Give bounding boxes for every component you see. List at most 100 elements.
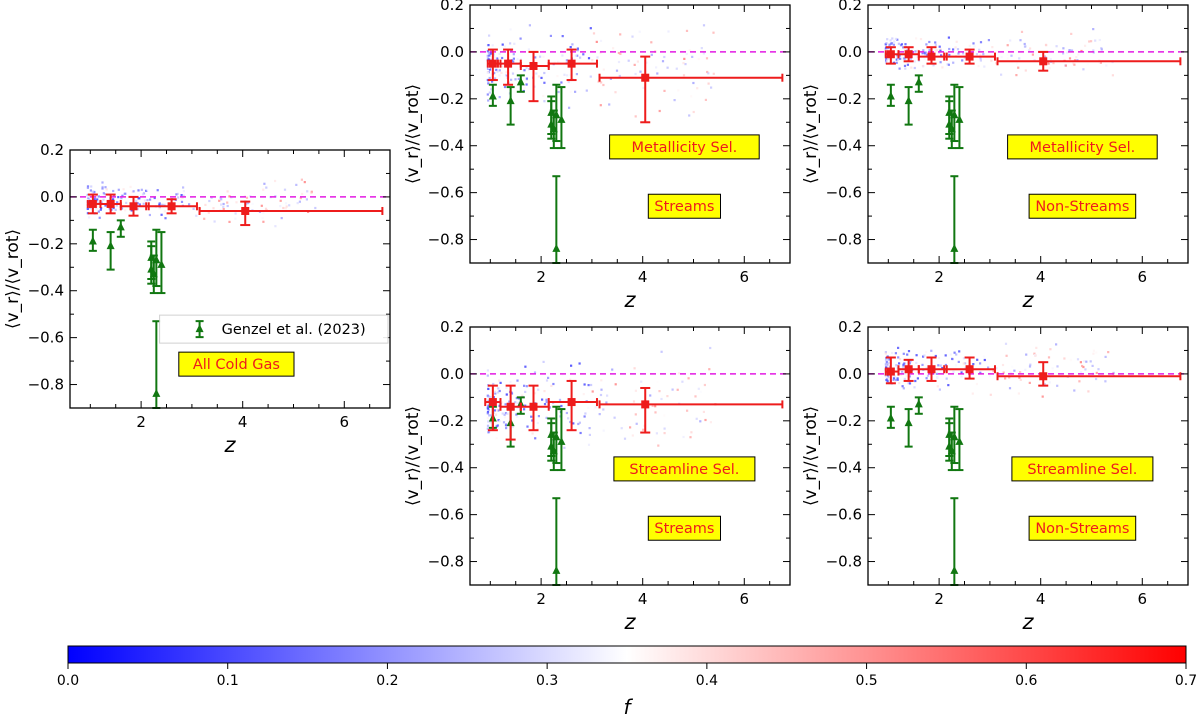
scatter-point (191, 191, 194, 194)
scatter-point (526, 425, 529, 428)
scatter-point (1025, 353, 1028, 356)
scatter-point (188, 203, 191, 206)
scatter-point (906, 63, 909, 66)
panel-metallicity-streams: 2 4 6 −0.8 −0.6 −0.4 −0.2 0.0 0.2 z ⟨v_r⟩/⟨v_rot⟩ M… (403, 0, 791, 312)
scatter-point (908, 382, 912, 385)
binned-point (519, 384, 550, 432)
scatter-point (579, 431, 582, 435)
scatter-point (617, 51, 620, 55)
scatter-point (645, 61, 648, 64)
scatter-point (510, 78, 513, 81)
scatter-point (519, 58, 523, 61)
scatter-point (93, 198, 96, 201)
scatter-point (579, 56, 582, 59)
scatter-point (525, 385, 528, 388)
scatter-point (903, 48, 906, 51)
binned-point (943, 356, 996, 380)
scatter-point (137, 189, 140, 192)
scatter-point (545, 416, 548, 419)
y-axis-label: ⟨v_r⟩/⟨v_rot⟩ (801, 406, 821, 506)
scatter-point (937, 364, 940, 367)
binned-marker (129, 202, 138, 211)
scatter-point (487, 395, 490, 398)
scatter-point (295, 183, 298, 186)
scatter-point (991, 46, 994, 49)
scatter-point (656, 72, 659, 75)
scatter-point (891, 37, 894, 40)
binned-marker (106, 199, 115, 208)
scatter-point (962, 52, 965, 55)
scatter-point (915, 354, 918, 357)
scatter-point (503, 413, 506, 416)
scatter-point (1005, 354, 1008, 357)
binned-marker (886, 367, 895, 376)
scatter-point (1100, 47, 1103, 50)
observation-marker (88, 236, 97, 245)
scatter-point (487, 44, 490, 47)
scatter-point (489, 421, 492, 424)
scatter-point (525, 83, 528, 86)
scatter-point (962, 362, 965, 365)
scatter-point (975, 53, 979, 56)
scatter-point (1016, 62, 1019, 65)
y-tick-label: −0.2 (28, 235, 64, 253)
scatter-point (938, 45, 941, 48)
scatter-point (896, 378, 899, 381)
scatter-point (296, 202, 299, 205)
scatter-point (175, 193, 178, 196)
panel-tag-box (609, 134, 760, 160)
scatter-point (587, 443, 591, 446)
scatter-point (921, 64, 924, 68)
scatter-point (936, 375, 939, 379)
scatter-point (1044, 368, 1047, 372)
binned-point (119, 195, 150, 217)
scatter-point (946, 63, 949, 66)
observation-marker (914, 399, 923, 408)
scatter-point (556, 75, 559, 78)
panel-tag-label: Metallicity Sel. (1030, 140, 1136, 156)
scatter-point (1028, 381, 1031, 384)
scatter-point (142, 202, 145, 205)
scatter-point (587, 406, 590, 409)
scatter-point (1075, 56, 1078, 59)
scatter-point (602, 408, 605, 411)
binned-marker (88, 199, 97, 208)
scatter-point (952, 48, 955, 51)
scatter-point (89, 189, 92, 192)
scatter-point (891, 59, 894, 62)
x-tick-label: 6 (740, 590, 750, 608)
scatter-point (537, 75, 540, 78)
scatter-point (124, 209, 127, 212)
scatter-point (156, 198, 159, 201)
observation-point (904, 86, 913, 126)
scatter-point (649, 394, 652, 397)
colorbar-ticks: 0.0 0.1 0.2 0.3 0.4 0.5 0.6 0.7 (57, 663, 1197, 689)
scatter-point (143, 199, 146, 202)
colorbar-tick-label: 0.2 (376, 673, 398, 689)
panel-tag-label: Streams (654, 521, 714, 537)
scatter-point (511, 425, 514, 429)
y-tick-label: −0.6 (428, 184, 464, 202)
scatter-point (924, 51, 927, 54)
scatter-point (687, 377, 690, 380)
scatter-point (521, 430, 524, 433)
observation-marker (914, 77, 923, 86)
scatter-point (944, 363, 947, 367)
colorbar-tick-label: 0.3 (536, 673, 558, 689)
scatter-point (577, 422, 580, 426)
scatter-point (550, 384, 553, 387)
scatter-point (903, 372, 906, 375)
scatter-point (894, 37, 897, 40)
scatter-point (1010, 54, 1013, 57)
scatter-point (158, 202, 161, 205)
scatter-point (1104, 380, 1107, 383)
scatter-point (282, 206, 285, 210)
observation-point (955, 408, 964, 472)
scatter-point (688, 114, 691, 117)
scatter-point (906, 353, 909, 356)
scatter-point (557, 90, 560, 94)
scatter-point (582, 393, 585, 396)
scatter-point (524, 365, 527, 368)
scatter-point (888, 358, 891, 361)
scatter-point (495, 68, 498, 71)
